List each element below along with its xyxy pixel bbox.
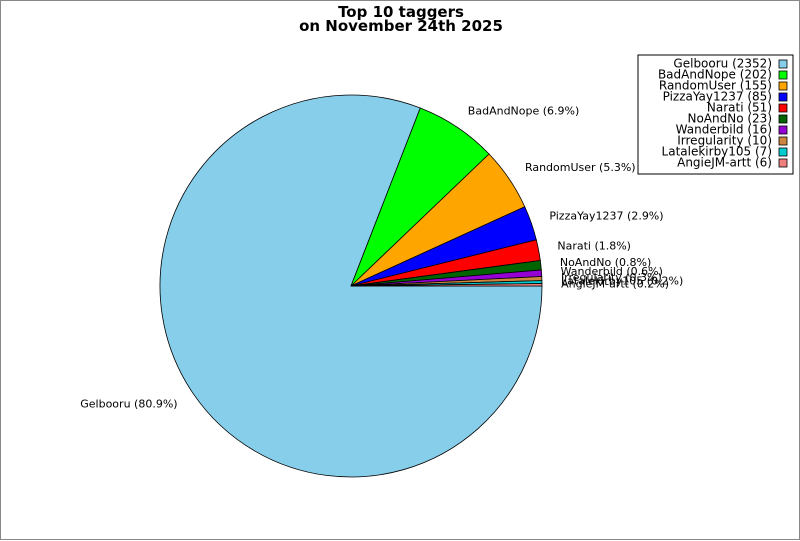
legend-swatch	[778, 103, 788, 113]
legend-swatch	[778, 114, 788, 124]
pie-slice-labels: Gelbooru (80.9%) BadAndNope (6.9%) RandomU…	[80, 104, 683, 410]
legend-swatch	[778, 136, 788, 146]
legend-label: Gelbooru (2352)	[673, 57, 772, 71]
legend-label: BadAndNope (202)	[658, 68, 772, 82]
legend-swatch	[778, 81, 788, 91]
slice-label-wanderbild: Wanderbild (0.6%)	[561, 265, 663, 278]
chart-subtitle: on November 24th 2025	[299, 17, 503, 35]
legend-swatch	[778, 70, 788, 80]
legend-swatch	[778, 158, 788, 168]
legend: Gelbooru (2352)BadAndNope (202)RandomUse…	[637, 54, 794, 175]
legend-label: NoAndNo (23)	[687, 112, 772, 126]
slice-label-irregularity: Irregularity (0.3%)	[561, 271, 662, 284]
legend-swatch	[778, 59, 788, 69]
legend-label: Irregularity (10)	[677, 134, 772, 148]
legend-label: Wanderbild (16)	[676, 123, 772, 137]
slice-label-gelbooru: Gelbooru (80.9%)	[80, 398, 177, 411]
slice-label-randomuser: RandomUser (5.3%)	[525, 161, 636, 174]
slice-label-noandno: NoAndNo (0.8%)	[560, 256, 651, 269]
chart-title: Top 10 taggers	[338, 3, 464, 21]
legend-swatch	[778, 125, 788, 135]
pie-slice-angiejm-artt	[350, 283, 543, 287]
legend-label: Narati (51)	[707, 101, 772, 115]
legend-swatch	[778, 92, 788, 102]
legend-label: AngieJM-artt (6)	[677, 156, 772, 170]
slice-label-latalekirby105: Latalekirby105 (0.2%)	[561, 275, 683, 288]
legend-swatch	[778, 147, 788, 157]
legend-label: PizzaYay1237 (85)	[663, 90, 772, 104]
legend-box	[637, 54, 794, 175]
slice-label-narati: Narati (1.8%)	[557, 240, 631, 253]
slice-label-angiejm-artt: AngieJM-artt (0.2%)	[561, 278, 669, 291]
slice-label-pizzayay1237: PizzaYay1237 (2.9%)	[549, 210, 663, 223]
pie-slice-gelbooru	[159, 94, 543, 478]
pie-slices	[159, 94, 543, 478]
slice-label-badandnope: BadAndNope (6.9%)	[468, 104, 579, 117]
legend-label: RandomUser (155)	[659, 79, 772, 93]
legend-label: Latalekirby105 (7)	[662, 145, 772, 159]
